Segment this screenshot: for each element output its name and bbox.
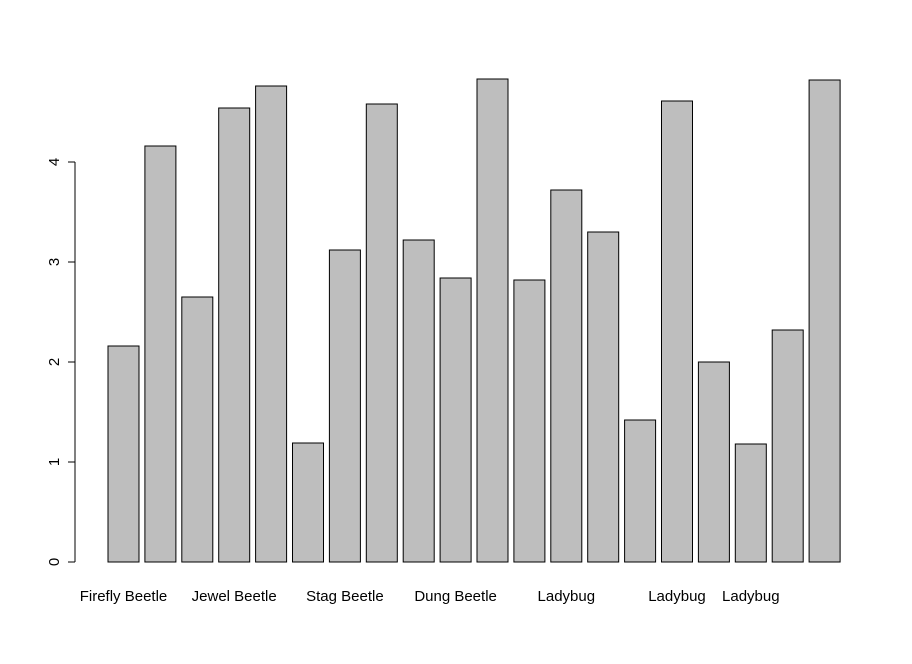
y-tick-label: 2	[46, 358, 63, 366]
x-category-label: Jewel Beetle	[192, 588, 277, 605]
bar	[513, 279, 546, 563]
bar	[218, 107, 251, 563]
bar	[661, 100, 693, 563]
bar	[365, 103, 398, 563]
x-category-label: Stag Beetle	[306, 588, 384, 605]
x-category-label: Ladybug	[538, 588, 596, 605]
bar	[476, 78, 509, 563]
y-axis: 0 1 2 3 4	[46, 158, 76, 566]
bar	[439, 277, 472, 563]
bar	[734, 443, 767, 563]
y-tick-label: 3	[46, 258, 63, 266]
x-category-label: Firefly Beetle	[80, 588, 168, 605]
x-category-label: Dung Beetle	[414, 588, 497, 605]
bar	[181, 296, 214, 563]
bar	[292, 442, 324, 563]
x-axis-labels: Firefly Beetle Jewel Beetle Stag Beetle Dun…	[80, 588, 780, 605]
bar	[550, 189, 583, 563]
bar	[587, 231, 620, 563]
bar	[771, 329, 804, 563]
bar	[402, 239, 435, 563]
bar	[255, 85, 288, 563]
bar	[697, 361, 730, 563]
y-tick-label: 1	[46, 458, 63, 466]
bar	[808, 79, 841, 563]
bar	[107, 345, 140, 563]
y-tick-label: 4	[46, 158, 63, 166]
bars-group	[107, 78, 841, 563]
bar	[624, 419, 657, 563]
bar	[144, 145, 177, 563]
x-category-label: Ladybug	[722, 588, 780, 605]
y-tick-label: 0	[46, 558, 63, 566]
bar	[328, 249, 361, 563]
x-category-label: Ladybug	[648, 588, 706, 605]
